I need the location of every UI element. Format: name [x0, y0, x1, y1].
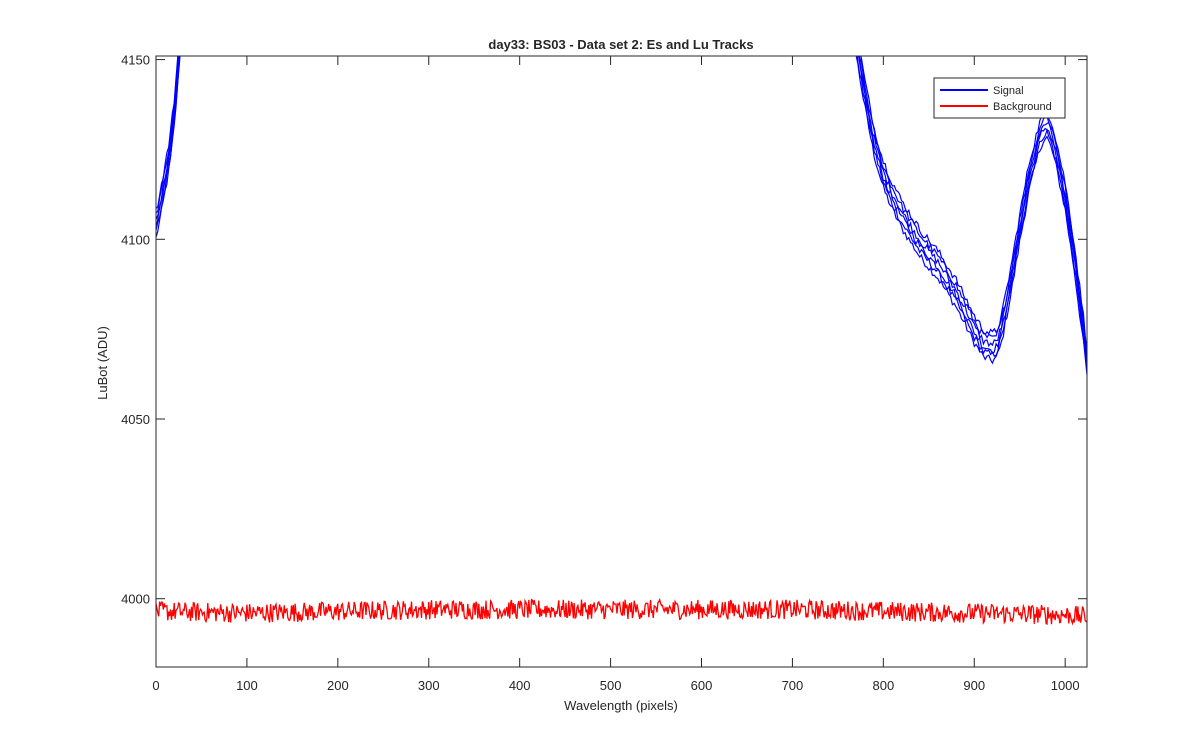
axes-layer: 0 100 200 300 400 500 600 700 800 900 1000 4000 4050…: [121, 53, 1087, 693]
x-tick-label-300: 300: [418, 678, 440, 693]
y-tick-label-4100: 4100: [121, 232, 150, 247]
x-tick-label-1000: 1000: [1051, 678, 1080, 693]
x-tick-label-600: 600: [691, 678, 713, 693]
legend-box: [933, 77, 1066, 119]
y-tick-label-4050: 4050: [121, 412, 150, 427]
y-tick-label-4150: 4150: [121, 53, 150, 68]
x-tick-label-0: 0: [152, 678, 159, 693]
signal-trace-6-segment-1: [156, 56, 179, 209]
plot-frame: [155, 55, 1088, 668]
x-tick-label-800: 800: [872, 678, 894, 693]
background-trace: [156, 597, 1087, 626]
legend-label-signal: Signal: [993, 85, 1024, 97]
x-tick-label-400: 400: [509, 678, 531, 693]
signal-trace-1-segment-2: [855, 56, 1087, 375]
signal-trace-4-segment-2: [858, 56, 1087, 363]
x-tick-label-900: 900: [963, 678, 985, 693]
x-tick-label-700: 700: [782, 678, 804, 693]
legend-label-background: Background: [993, 101, 1052, 113]
chart-title: day33: BS03 - Data set 2: Es and Lu Trac…: [488, 37, 753, 52]
y-tick-label-4000: 4000: [121, 592, 150, 607]
plot-area: [156, 56, 1087, 667]
x-tick-label-100: 100: [236, 678, 258, 693]
x-tick-label-200: 200: [327, 678, 349, 693]
y-axis-label: LuBot (ADU): [95, 326, 110, 400]
x-axis-label: Wavelength (pixels): [564, 698, 678, 713]
signal-trace-3-segment-2: [857, 56, 1087, 368]
x-tick-label-500: 500: [600, 678, 622, 693]
legend: Signal Background: [933, 77, 1066, 119]
